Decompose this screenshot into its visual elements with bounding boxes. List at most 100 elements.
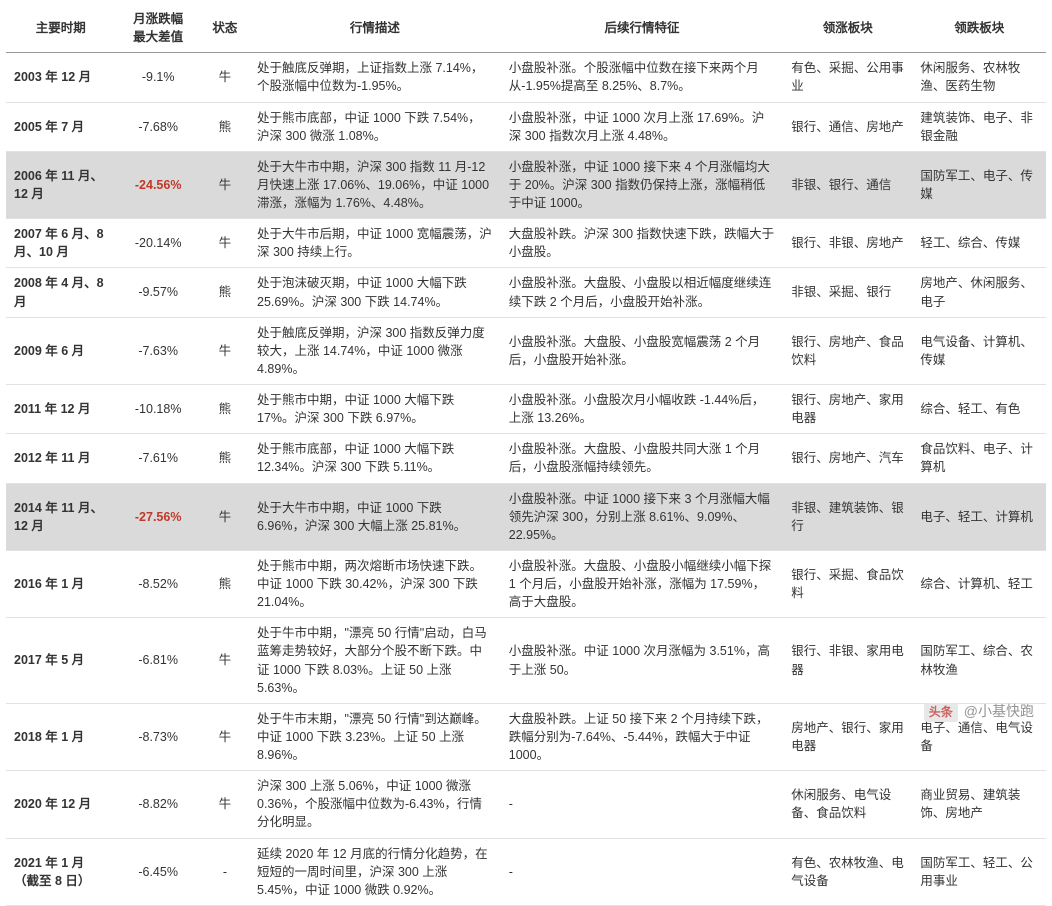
cell-follow: 小盘股补涨。大盘股、小盘股小幅继续小幅下探 1 个月后，小盘股开始补涨，涨幅为 … — [501, 550, 783, 617]
table-row: 2008 年 4 月、8 月-9.57%熊处于泡沫破灭期，中证 1000 大幅下… — [6, 268, 1046, 317]
table-row: 2011 年 12 月-10.18%熊处于熊市中期，中证 1000 大幅下跌 1… — [6, 385, 1046, 434]
cell-period: 2017 年 5 月 — [6, 618, 115, 704]
cell-pct: -8.82% — [115, 771, 200, 838]
cell-lag: 综合、计算机、轻工 — [912, 550, 1046, 617]
watermark-text: @小基快跑 — [964, 703, 1034, 719]
cell-pct: -7.63% — [115, 317, 200, 384]
cell-desc: 处于大牛市中期，沪深 300 指数 11 月-12 月快速上涨 17.06%、1… — [249, 151, 501, 218]
cell-state: 牛 — [201, 483, 249, 550]
cell-lag: 国防军工、轻工、公用事业 — [912, 838, 1046, 905]
cell-desc: 处于大牛市后期，中证 1000 宽幅震荡，沪深 300 持续上行。 — [249, 219, 501, 268]
table-row: 2009 年 6 月-7.63%牛处于触底反弹期，沪深 300 指数反弹力度较大… — [6, 317, 1046, 384]
cell-lead: 银行、非银、家用电器 — [783, 618, 912, 704]
cell-lag: 轻工、综合、传媒 — [912, 219, 1046, 268]
cell-period: 2005 年 7 月 — [6, 102, 115, 151]
cell-period: 2007 年 6 月、8 月、10 月 — [6, 219, 115, 268]
cell-period: 2011 年 12 月 — [6, 385, 115, 434]
cell-follow: 小盘股补涨。小盘股次月小幅收跌 -1.44%后，上涨 13.26%。 — [501, 385, 783, 434]
table-row: 2016 年 1 月-8.52%熊处于熊市中期，两次熔断市场快速下跌。中证 10… — [6, 550, 1046, 617]
cell-follow: 大盘股补跌。上证 50 接下来 2 个月持续下跌，跌幅分别为-7.64%、-5.… — [501, 703, 783, 770]
cell-lead: 银行、采掘、食品饮料 — [783, 550, 912, 617]
cell-desc: 处于牛市中期，"漂亮 50 行情"启动，白马蓝筹走势较好，大部分个股不断下跌。中… — [249, 618, 501, 704]
table-row: 2006 年 11 月、12 月-24.56%牛处于大牛市中期，沪深 300 指… — [6, 151, 1046, 218]
table-row: 2012 年 11 月-7.61%熊处于熊市底部，中证 1000 大幅下跌 12… — [6, 434, 1046, 483]
cell-lead: 有色、采掘、公用事业 — [783, 53, 912, 102]
cell-follow: - — [501, 771, 783, 838]
cell-pct: -6.81% — [115, 618, 200, 704]
cell-period: 2020 年 12 月 — [6, 771, 115, 838]
col-follow: 后续行情特征 — [501, 4, 783, 53]
cell-lead: 房地产、银行、家用电器 — [783, 703, 912, 770]
table-row: 2017 年 5 月-6.81%牛处于牛市中期，"漂亮 50 行情"启动，白马蓝… — [6, 618, 1046, 704]
cell-desc: 处于触底反弹期，上证指数上涨 7.14%，个股涨幅中位数为-1.95%。 — [249, 53, 501, 102]
cell-lag: 国防军工、综合、农林牧渔 — [912, 618, 1046, 704]
col-desc: 行情描述 — [249, 4, 501, 53]
cell-period: 2006 年 11 月、12 月 — [6, 151, 115, 218]
cell-state: 熊 — [201, 434, 249, 483]
cell-state: 牛 — [201, 771, 249, 838]
cell-period: 2012 年 11 月 — [6, 434, 115, 483]
table-row: 2003 年 12 月-9.1%牛处于触底反弹期，上证指数上涨 7.14%，个股… — [6, 53, 1046, 102]
cell-period: 2009 年 6 月 — [6, 317, 115, 384]
cell-lead: 有色、农林牧渔、电气设备 — [783, 838, 912, 905]
cell-lead: 休闲服务、电气设备、食品饮料 — [783, 771, 912, 838]
cell-state: 熊 — [201, 550, 249, 617]
cell-desc: 处于牛市末期，"漂亮 50 行情"到达巅峰。中证 1000 下跌 3.23%。上… — [249, 703, 501, 770]
cell-follow: 大盘股补跌。沪深 300 指数快速下跌，跌幅大于小盘股。 — [501, 219, 783, 268]
cell-follow: 小盘股补涨。大盘股、小盘股宽幅震荡 2 个月后，小盘股开始补涨。 — [501, 317, 783, 384]
table-row: 2007 年 6 月、8 月、10 月-20.14%牛处于大牛市后期，中证 10… — [6, 219, 1046, 268]
cell-state: 熊 — [201, 385, 249, 434]
cell-lag: 房地产、休闲服务、电子 — [912, 268, 1046, 317]
cell-pct: -8.52% — [115, 550, 200, 617]
cell-lag: 休闲服务、农林牧渔、医药生物 — [912, 53, 1046, 102]
cell-lag: 综合、轻工、有色 — [912, 385, 1046, 434]
cell-state: 牛 — [201, 618, 249, 704]
cell-pct: -8.73% — [115, 703, 200, 770]
col-lead: 领涨板块 — [783, 4, 912, 53]
cell-state: 牛 — [201, 53, 249, 102]
cell-follow: 小盘股补涨。中证 1000 接下来 3 个月涨幅大幅领先沪深 300，分别上涨 … — [501, 483, 783, 550]
cell-pct: -20.14% — [115, 219, 200, 268]
cell-period: 2014 年 11 月、12 月 — [6, 483, 115, 550]
cell-lead: 银行、非银、房地产 — [783, 219, 912, 268]
cell-desc: 处于大牛市中期，中证 1000 下跌 6.96%，沪深 300 大幅上涨 25.… — [249, 483, 501, 550]
cell-pct: -7.61% — [115, 434, 200, 483]
watermark: 头条@小基快跑 — [924, 701, 1034, 722]
cell-lag: 建筑装饰、电子、非银金融 — [912, 102, 1046, 151]
table-row: 2021 年 1 月 （截至 8 日）-6.45%-延续 2020 年 12 月… — [6, 838, 1046, 905]
col-state: 状态 — [201, 4, 249, 53]
cell-lag: 国防军工、电子、传媒 — [912, 151, 1046, 218]
cell-pct: -27.56% — [115, 483, 200, 550]
cell-lead: 银行、房地产、家用电器 — [783, 385, 912, 434]
cell-state: 熊 — [201, 268, 249, 317]
cell-state: 牛 — [201, 219, 249, 268]
cell-pct: -9.1% — [115, 53, 200, 102]
cell-follow: - — [501, 838, 783, 905]
cell-state: - — [201, 838, 249, 905]
cell-desc: 处于熊市中期，中证 1000 大幅下跌 17%。沪深 300 下跌 6.97%。 — [249, 385, 501, 434]
cell-lead: 非银、采掘、银行 — [783, 268, 912, 317]
table-row: 2018 年 1 月-8.73%牛处于牛市末期，"漂亮 50 行情"到达巅峰。中… — [6, 703, 1046, 770]
cell-period: 2008 年 4 月、8 月 — [6, 268, 115, 317]
cell-period: 2016 年 1 月 — [6, 550, 115, 617]
cell-pct: -10.18% — [115, 385, 200, 434]
cell-lag: 商业贸易、建筑装饰、房地产 — [912, 771, 1046, 838]
cell-lead: 银行、通信、房地产 — [783, 102, 912, 151]
cell-period: 2018 年 1 月 — [6, 703, 115, 770]
cell-follow: 小盘股补涨，中证 1000 次月上涨 17.69%。沪深 300 指数次月上涨 … — [501, 102, 783, 151]
cell-follow: 小盘股补涨。大盘股、小盘股以相近幅度继续连续下跌 2 个月后，小盘股开始补涨。 — [501, 268, 783, 317]
cell-lead: 非银、银行、通信 — [783, 151, 912, 218]
cell-state: 牛 — [201, 151, 249, 218]
cell-desc: 处于熊市中期，两次熔断市场快速下跌。中证 1000 下跌 30.42%，沪深 3… — [249, 550, 501, 617]
cell-follow: 小盘股补涨。大盘股、小盘股共同大涨 1 个月后，小盘股涨幅持续领先。 — [501, 434, 783, 483]
cell-lag: 电子、轻工、计算机 — [912, 483, 1046, 550]
cell-state: 熊 — [201, 102, 249, 151]
col-pct: 月涨跌幅 最大差值 — [115, 4, 200, 53]
cell-state: 牛 — [201, 703, 249, 770]
cell-desc: 处于熊市底部，中证 1000 大幅下跌 12.34%。沪深 300 下跌 5.1… — [249, 434, 501, 483]
table-row: 2014 年 11 月、12 月-27.56%牛处于大牛市中期，中证 1000 … — [6, 483, 1046, 550]
cell-desc: 沪深 300 上涨 5.06%，中证 1000 微涨 0.36%，个股涨幅中位数… — [249, 771, 501, 838]
cell-lead: 银行、房地产、汽车 — [783, 434, 912, 483]
cell-follow: 小盘股补涨。个股涨幅中位数在接下来两个月从-1.95%提高至 8.25%、8.7… — [501, 53, 783, 102]
cell-period: 2021 年 1 月 （截至 8 日） — [6, 838, 115, 905]
